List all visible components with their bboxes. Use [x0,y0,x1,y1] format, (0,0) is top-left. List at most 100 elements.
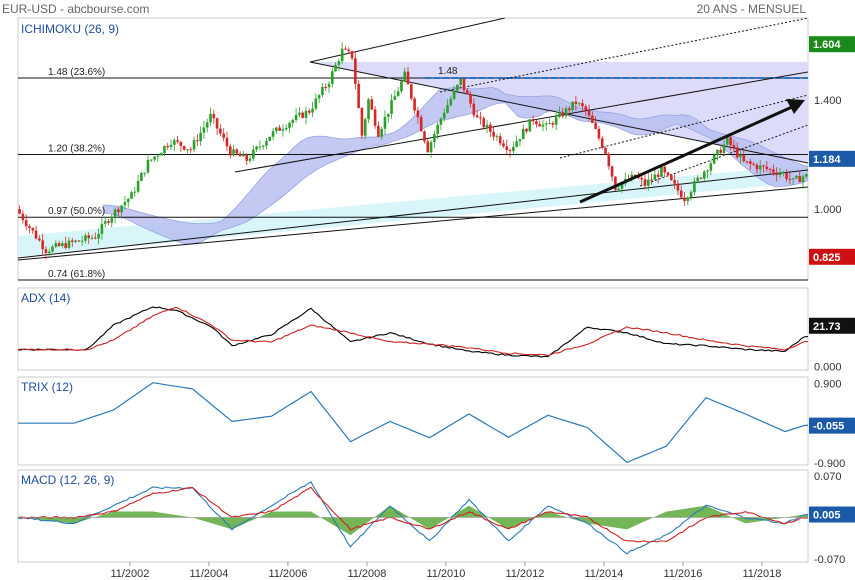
candle [564,106,568,119]
candle-body [149,159,153,161]
candle-body [755,164,759,170]
candle-body [512,146,515,152]
x-tick-label: 11/2014 [584,568,623,580]
badge-1-184-bg [809,150,855,167]
macd-line-blue [18,481,808,555]
trix-y-tick: -0.900 [814,458,845,470]
candle [97,228,100,245]
candle-body [103,221,107,224]
candle-body [765,166,769,169]
candle-body [544,123,548,125]
candle-body [192,140,196,150]
candle [156,153,160,162]
candle-body [301,112,304,118]
candle [554,112,558,130]
candle-body [548,123,551,125]
candle-body [656,174,660,177]
target-label-148: 1.48 [438,66,458,77]
candle [650,173,653,185]
candle [798,170,802,183]
candle [666,171,670,177]
candle-body [228,146,232,156]
candle [268,136,272,142]
candle-body [558,112,561,117]
candle [34,225,38,240]
candle [38,235,41,242]
candle [380,126,383,140]
candle-body [712,154,716,164]
candle [248,153,252,163]
candle-body [587,110,591,116]
candle [367,97,370,124]
candle [74,239,77,244]
candle [722,140,726,156]
candle-body [159,153,163,156]
candle [663,164,667,177]
candle-body [653,174,657,180]
candle-body [785,172,788,179]
candle [153,156,156,163]
candle-body [311,108,314,113]
candle [512,141,515,156]
candle [518,139,522,147]
candle [568,106,571,117]
candle-body [291,119,295,123]
candle [502,139,505,148]
candle-body [238,153,242,157]
candle [100,217,104,240]
candle [772,164,775,177]
candle [670,174,673,181]
candle [456,84,459,94]
candle-body [284,127,288,130]
candle [489,122,492,138]
candle [735,142,739,160]
candle-body [140,173,143,181]
candle-body [90,237,94,239]
candle [31,227,35,234]
trend-line-dotted-2 [559,94,808,159]
candle [433,130,436,149]
candle [317,94,321,104]
candle [225,131,229,152]
candle [561,107,565,119]
candle-body [370,99,374,110]
candle-body [745,161,749,163]
candle [495,133,499,141]
ichimoku-cloud-band [103,86,808,245]
adx-y-tick: 0.000 [814,361,842,373]
candle [531,115,535,126]
candle [719,146,723,154]
candle-body [113,209,117,217]
candle-body [275,127,278,132]
candle-body [551,123,555,125]
candle-body [232,149,235,156]
candle [228,143,232,159]
candle [400,78,403,94]
candle-body [749,161,752,164]
candle-body [479,117,482,119]
badge-trix-bg [809,417,855,434]
candle [610,165,614,182]
candle-body [321,86,324,96]
candle [768,167,772,176]
candle [377,121,380,138]
candle-body [574,101,578,105]
candle [238,151,242,157]
candle [676,179,680,196]
candle-body [70,240,74,242]
candle-body [436,124,439,135]
candle-body [143,172,146,174]
candle-body [660,166,663,177]
fib-label-1: 1.20 (38.2%) [48,143,105,154]
candle-body [31,227,35,231]
badge-adx-text: 21.73 [813,321,841,333]
candle [805,173,808,179]
candle-body [47,251,51,254]
candle [192,136,196,153]
candle [686,196,690,206]
candle-body [433,134,436,143]
candle-body [80,240,84,242]
candle [525,127,528,134]
candle [205,119,209,133]
